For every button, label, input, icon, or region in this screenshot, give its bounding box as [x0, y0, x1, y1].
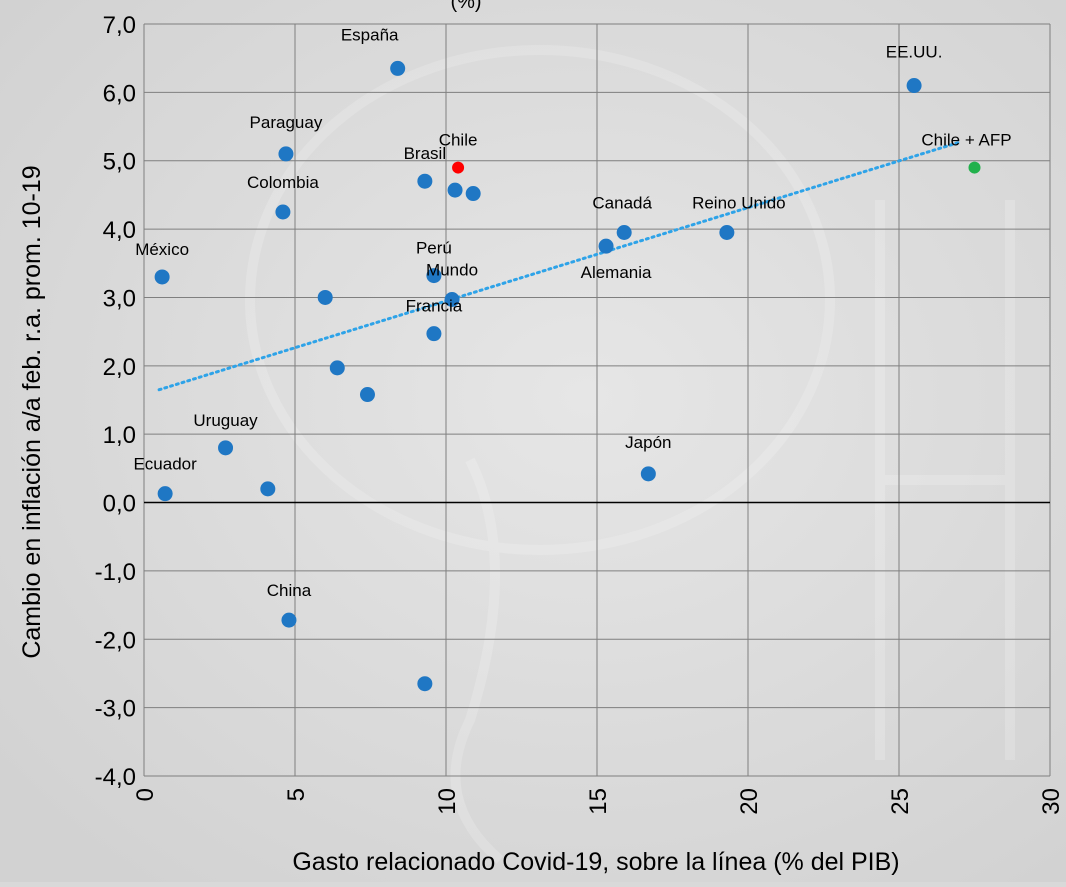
y-tick-label: -4,0 — [95, 764, 136, 791]
y-tick-label: 2,0 — [103, 354, 136, 381]
x-tick-label: 25 — [887, 788, 914, 815]
axes: 7,0 6,0 5,0 4,0 3,0 2,0 1,0 0,0 -1,0 -2,0 -3,0 -4,0… — [95, 12, 1065, 815]
watermark — [245, 45, 1015, 864]
data-point — [968, 161, 981, 174]
data-point — [719, 225, 735, 241]
point-labels-layer: España EE.UU. Paraguay Chile Chile + AFP Bras… — [133, 25, 1011, 600]
trendline — [157, 140, 961, 392]
point-label: Chile + AFP — [921, 131, 1011, 150]
x-tick-label: 0 — [132, 788, 159, 801]
y-tick-label: 7,0 — [103, 12, 136, 39]
y-tick-label: -2,0 — [95, 627, 136, 654]
data-point — [278, 146, 294, 162]
plot-area: 7,0 6,0 5,0 4,0 3,0 2,0 1,0 0,0 -1,0 -2,0 -3,0 -4,0… — [95, 12, 1065, 815]
x-tick-label: 15 — [585, 788, 612, 815]
y-tick-label: 1,0 — [103, 422, 136, 449]
point-label: Chile — [439, 131, 478, 150]
point-label: Reino Unido — [692, 194, 786, 213]
y-tick-label: 3,0 — [103, 285, 136, 312]
point-label: Alemania — [581, 263, 652, 282]
x-tick-label: 10 — [434, 788, 461, 815]
point-label: Perú — [416, 239, 452, 258]
data-point — [329, 360, 345, 376]
y-tick-label: 5,0 — [103, 149, 136, 176]
y-tick-label: -3,0 — [95, 696, 136, 723]
y-tick-label: 4,0 — [103, 217, 136, 244]
point-label: Japón — [625, 433, 671, 452]
y-tick-label: 6,0 — [103, 80, 136, 107]
y-tick-label: -1,0 — [95, 559, 136, 586]
point-label: EE.UU. — [886, 43, 943, 62]
trendline-layer — [157, 140, 961, 392]
x-axis-title: Gasto relacionado Covid-19, sobre la lín… — [292, 848, 899, 876]
point-label: Ecuador — [133, 455, 197, 474]
data-point — [390, 60, 406, 76]
data-point — [218, 440, 234, 456]
point-label: Francia — [406, 297, 463, 316]
data-point — [417, 173, 433, 189]
grid-lines — [143, 23, 1051, 777]
data-point — [598, 238, 614, 254]
data-point — [640, 466, 656, 482]
data-point — [157, 486, 173, 502]
x-tick-label: 20 — [736, 788, 763, 815]
chart-title: (%) — [450, 0, 481, 13]
point-label: Paraguay — [250, 113, 323, 132]
y-axis-title: Cambio en inflación a/a feb. r.a. prom. … — [18, 165, 46, 658]
data-point — [359, 387, 375, 403]
data-point — [616, 225, 632, 241]
data-point — [275, 204, 291, 220]
point-label: China — [267, 581, 312, 600]
data-point — [281, 612, 297, 628]
data-point — [426, 268, 442, 284]
data-point — [452, 161, 465, 174]
x-tick-label: 5 — [283, 788, 310, 801]
point-label: España — [341, 25, 399, 44]
point-label: Brasil — [404, 144, 447, 163]
data-point — [444, 292, 460, 308]
y-tick-label: 0,0 — [103, 491, 136, 518]
point-label: México — [135, 240, 189, 259]
data-point — [417, 676, 433, 692]
point-label: Canadá — [592, 194, 652, 213]
data-point — [260, 481, 276, 497]
point-label: Uruguay — [193, 411, 258, 430]
data-point — [447, 182, 463, 198]
data-point — [317, 289, 333, 305]
data-point — [465, 186, 481, 202]
x-tick-label: 30 — [1038, 788, 1065, 815]
points-layer — [154, 60, 981, 692]
data-point — [906, 78, 922, 94]
data-point — [154, 269, 170, 285]
point-label: Mundo — [426, 261, 478, 280]
data-point — [426, 326, 442, 342]
point-label: Colombia — [247, 173, 319, 192]
